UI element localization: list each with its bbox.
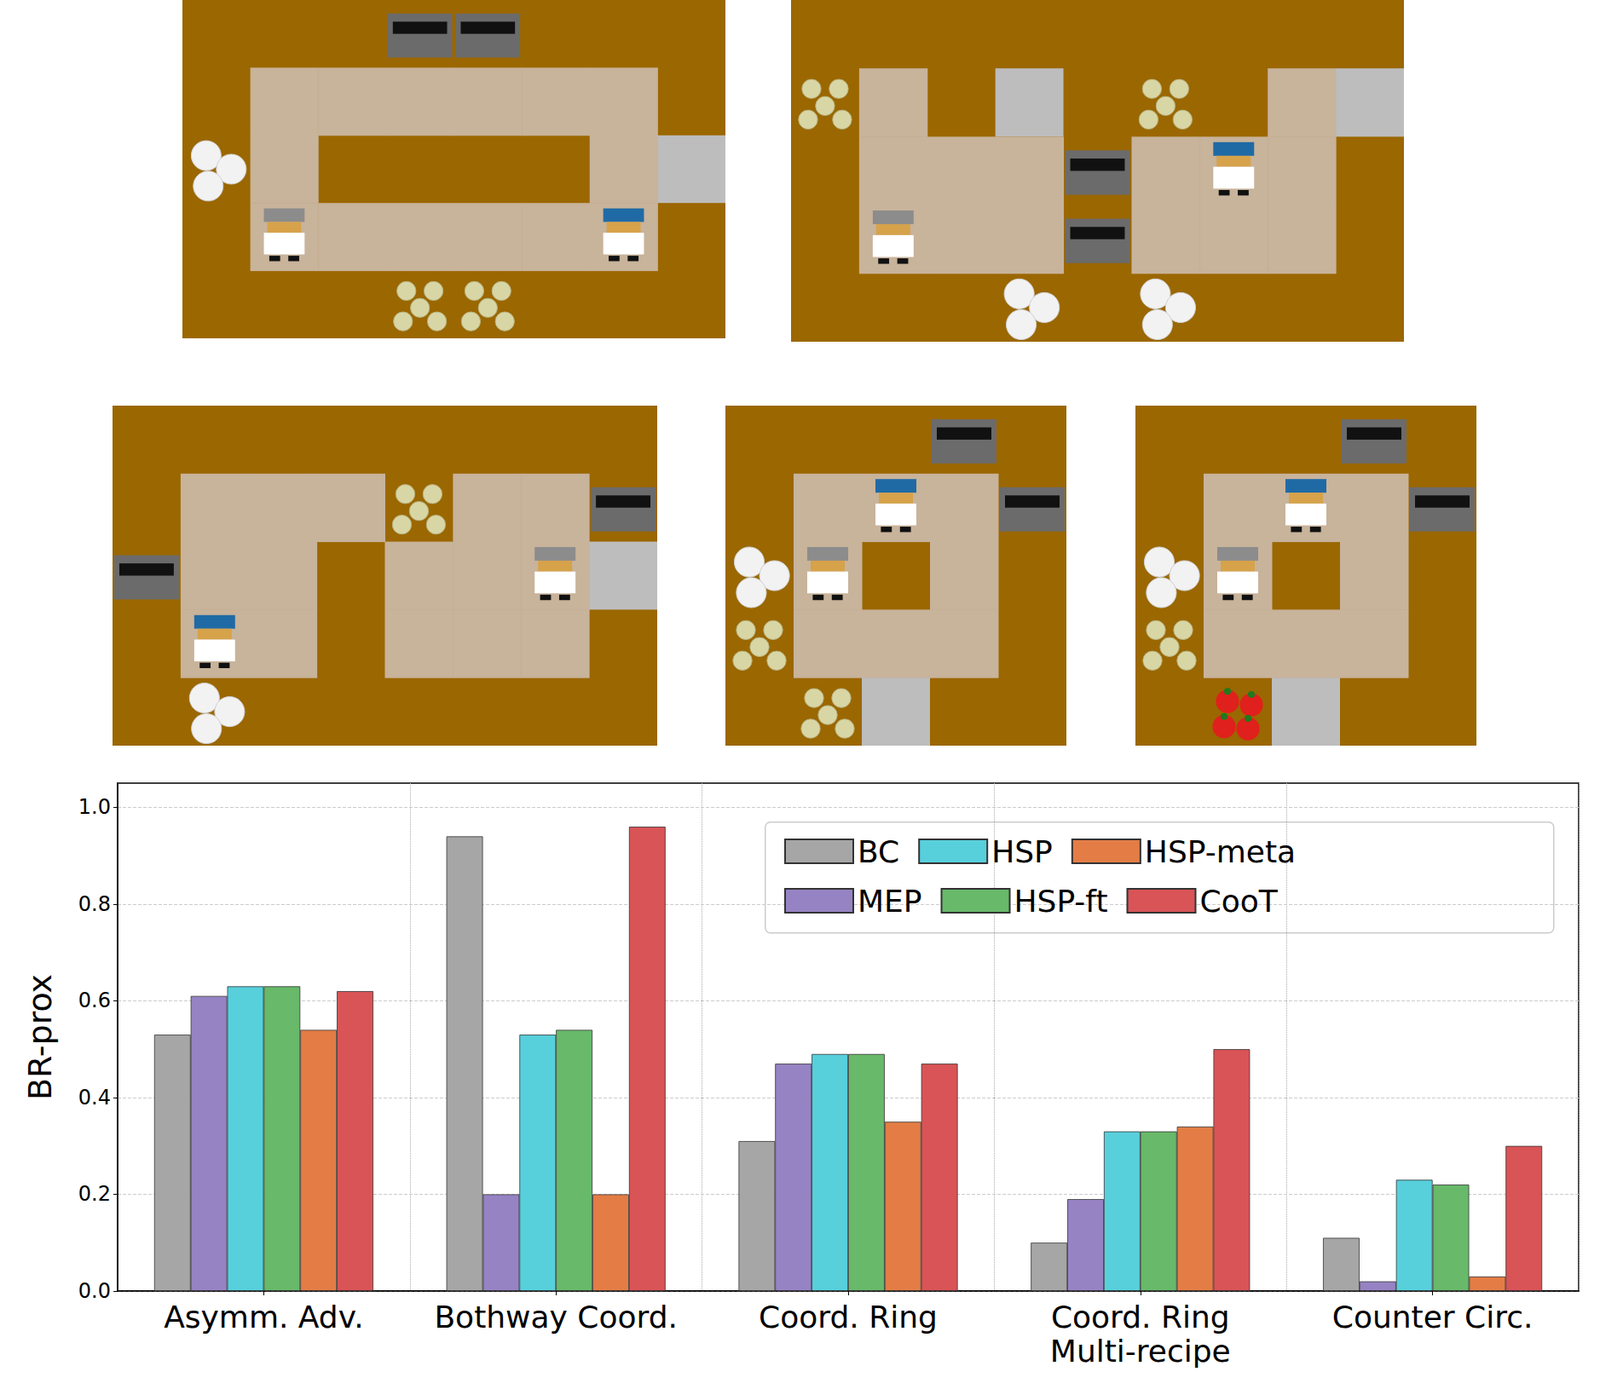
svg-text:HSP: HSP — [991, 834, 1053, 870]
svg-text:Bothway Coord.: Bothway Coord. — [433, 1299, 678, 1335]
svg-text:Counter Circ.: Counter Circ. — [1332, 1299, 1534, 1335]
svg-text:HSP-ft: HSP-ft — [1014, 883, 1109, 919]
svg-text:0.4: 0.4 — [78, 1085, 111, 1110]
svg-text:BC: BC — [857, 834, 900, 870]
svg-text:0.8: 0.8 — [78, 892, 111, 917]
svg-text:HSP-meta: HSP-meta — [1144, 834, 1296, 870]
svg-text:Multi-recipe: Multi-recipe — [1050, 1334, 1231, 1369]
svg-text:1.0: 1.0 — [78, 795, 111, 820]
svg-text:0.2: 0.2 — [78, 1182, 111, 1207]
svg-text:Coord. Ring: Coord. Ring — [758, 1299, 938, 1335]
svg-text:MEP: MEP — [857, 883, 923, 919]
svg-text:Coord. Ring: Coord. Ring — [1051, 1299, 1231, 1335]
svg-text:BR-prox: BR-prox — [21, 974, 59, 1101]
svg-text:0.6: 0.6 — [78, 988, 111, 1013]
svg-text:0.0: 0.0 — [78, 1279, 111, 1304]
svg-text:Asymm. Adv.: Asymm. Adv. — [163, 1299, 364, 1335]
svg-text:CooT: CooT — [1200, 883, 1279, 919]
